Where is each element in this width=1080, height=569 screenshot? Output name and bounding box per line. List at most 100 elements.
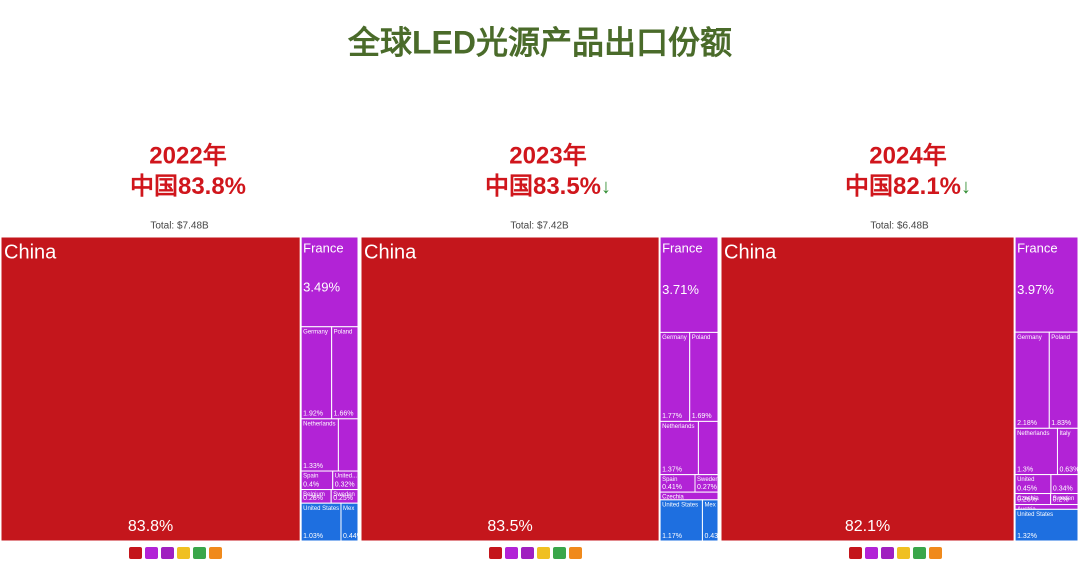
- panel-headline: 中国82.1%↓: [845, 173, 971, 200]
- cell-value: 1.66%: [334, 411, 354, 418]
- treemap-cell: [659, 499, 703, 542]
- cell-name: Netherlands: [662, 424, 694, 430]
- cell-name: Germany: [1017, 335, 1042, 341]
- legend-icon: [161, 547, 174, 559]
- cell-name: Mex: [343, 506, 354, 512]
- cell-name: Netherlands: [303, 421, 335, 427]
- legend-icon: [129, 547, 142, 559]
- treemap-cell: [340, 502, 359, 542]
- cell-value: 3.49%: [303, 279, 340, 294]
- panel-heading: 2022年: [149, 141, 226, 169]
- cell-value: 0.63%: [1059, 466, 1079, 473]
- legend-icon: [505, 547, 518, 559]
- cell-value: 82.1%: [845, 518, 890, 535]
- cell-name: Czechia: [1017, 496, 1039, 502]
- cell-value: 2.18%: [1017, 420, 1037, 427]
- cell-value: 0.32%: [335, 481, 355, 488]
- cell-value: 0.2%: [1053, 496, 1069, 503]
- cell-name: China: [724, 241, 777, 263]
- treemap-cell: [1014, 236, 1079, 333]
- legend-icon: [553, 547, 566, 559]
- treemap-cell: [697, 420, 719, 476]
- cell-name: Mex: [704, 502, 715, 508]
- cell-value: 1.33%: [303, 463, 323, 470]
- panel-headline: 中国83.8%: [130, 173, 246, 200]
- treemap-cell: [701, 499, 719, 542]
- cell-name: Germany: [303, 329, 328, 335]
- headline-text: 中国82.1%: [845, 173, 961, 200]
- legend-icon: [569, 547, 582, 559]
- cell-value: 83.5%: [487, 518, 532, 535]
- cell-name: Poland: [1051, 335, 1070, 341]
- treemap-cell: [300, 418, 339, 472]
- cell-name: China: [364, 241, 417, 263]
- cell-name: Spain: [303, 474, 318, 480]
- treemap-cell: [300, 236, 359, 328]
- headline-text: 中国83.8%: [130, 173, 246, 200]
- cell-value: 0.44%: [343, 533, 363, 540]
- cell-name: China: [4, 241, 57, 263]
- cell-value: 3.71%: [662, 282, 699, 297]
- cell-value: 1.3%: [1017, 466, 1033, 473]
- cell-value: 3.97%: [1017, 282, 1054, 297]
- cell-value: 1.32%: [1017, 533, 1037, 540]
- cell-value: 0.43%: [704, 533, 724, 540]
- cell-name: Poland: [692, 335, 711, 341]
- cell-name: Poland: [334, 329, 353, 335]
- panel-heading: 2024年: [869, 141, 946, 169]
- cell-value: 0.41%: [662, 484, 682, 491]
- cell-name: Spain: [662, 477, 677, 483]
- cell-value: 0.45%: [1017, 485, 1037, 492]
- treemap-cell: [1048, 331, 1079, 429]
- total-label: Total: $7.42B: [510, 221, 569, 232]
- legend-icon: [145, 547, 158, 559]
- cell-name: United States: [303, 506, 339, 512]
- cell-value: 1.69%: [692, 413, 712, 420]
- cell-value: 0.34%: [1053, 485, 1073, 492]
- legend-icon: [193, 547, 206, 559]
- cell-value: 0.4%: [303, 481, 319, 488]
- cell-name: France: [662, 240, 702, 255]
- treemap-cell: [689, 331, 719, 422]
- legend-icon: [865, 547, 878, 559]
- cell-name: United...: [335, 474, 358, 480]
- treemap-cell: [360, 236, 660, 542]
- treemap-cell: [1014, 508, 1079, 542]
- cell-name: France: [1017, 240, 1057, 255]
- cell-value: 1.92%: [303, 411, 323, 418]
- cell-value: 0.25%: [333, 495, 353, 502]
- treemap-cell: [0, 236, 301, 542]
- treemap-cell: [331, 326, 359, 420]
- cell-value: 1.37%: [662, 466, 682, 473]
- legend-icon: [881, 547, 894, 559]
- legend-icon: [913, 547, 926, 559]
- legend-icon: [537, 547, 550, 559]
- cell-value: 1.17%: [662, 533, 682, 540]
- treemap-cell: [659, 331, 691, 422]
- cell-value: 0.27%: [697, 484, 717, 491]
- legend-icon: [489, 547, 502, 559]
- cell-name: Belgium: [303, 492, 325, 498]
- headline-text: 中国83.5%: [485, 173, 601, 200]
- legend-icon: [897, 547, 910, 559]
- cell-name: Italy: [1059, 431, 1070, 437]
- cell-value: 83.8%: [128, 518, 173, 535]
- cell-name: France: [303, 240, 343, 255]
- treemap-cell: [1014, 331, 1050, 429]
- trend-arrow: ↓: [601, 176, 611, 198]
- trend-arrow: ↓: [961, 176, 971, 198]
- cell-name: Sweden: [333, 492, 355, 498]
- legend-icon: [929, 547, 942, 559]
- cell-value: 0.26%: [1017, 496, 1037, 503]
- treemap-cell: [300, 326, 333, 420]
- treemap-cell: [720, 236, 1015, 542]
- legend-icon: [177, 547, 190, 559]
- cell-name: Sweden: [697, 477, 719, 483]
- page-title: 全球LED光源产品出口份额: [347, 24, 732, 60]
- cell-value: 1.83%: [1051, 420, 1071, 427]
- treemap-cell: [659, 236, 719, 333]
- panel-heading: 2023年: [509, 141, 586, 169]
- cell-name: Netherlands: [1017, 431, 1049, 437]
- cell-value: 1.03%: [303, 533, 323, 540]
